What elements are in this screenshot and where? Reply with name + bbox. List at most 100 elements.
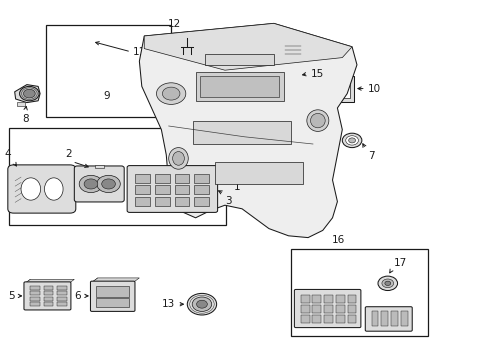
Text: 6: 6 xyxy=(74,291,81,301)
Bar xyxy=(155,174,169,183)
Bar xyxy=(324,315,332,323)
Bar xyxy=(95,165,103,168)
Ellipse shape xyxy=(310,113,325,128)
Bar xyxy=(57,297,66,301)
Bar xyxy=(30,302,40,306)
Bar xyxy=(17,102,25,106)
Bar xyxy=(312,315,321,323)
Bar xyxy=(59,77,72,84)
Bar xyxy=(347,295,356,303)
Bar xyxy=(174,197,189,206)
Ellipse shape xyxy=(306,110,328,131)
Bar xyxy=(30,297,40,301)
Bar xyxy=(57,291,66,295)
Text: 1: 1 xyxy=(234,182,241,192)
Polygon shape xyxy=(295,286,301,327)
Ellipse shape xyxy=(172,152,184,165)
FancyBboxPatch shape xyxy=(282,40,303,60)
Text: 5: 5 xyxy=(8,291,15,301)
FancyBboxPatch shape xyxy=(69,30,122,54)
Bar xyxy=(96,77,109,84)
Polygon shape xyxy=(366,304,371,330)
Ellipse shape xyxy=(44,178,63,200)
Bar xyxy=(155,185,169,194)
Bar xyxy=(43,291,53,295)
Bar xyxy=(300,295,309,303)
Polygon shape xyxy=(139,23,356,238)
Bar xyxy=(381,311,387,326)
Circle shape xyxy=(139,68,160,85)
Bar xyxy=(347,315,356,323)
Bar xyxy=(300,305,309,313)
Bar xyxy=(77,36,114,49)
Polygon shape xyxy=(92,278,98,310)
Circle shape xyxy=(23,89,35,98)
Bar xyxy=(57,286,66,290)
Bar xyxy=(193,121,290,144)
Bar xyxy=(135,185,150,194)
Circle shape xyxy=(97,175,120,193)
Text: 9: 9 xyxy=(103,91,110,101)
Bar xyxy=(43,297,53,301)
Bar xyxy=(119,38,124,47)
FancyBboxPatch shape xyxy=(127,166,217,212)
Bar xyxy=(390,311,397,326)
Text: 14: 14 xyxy=(310,38,323,48)
Text: 10: 10 xyxy=(367,84,381,94)
Bar xyxy=(335,295,344,303)
Bar xyxy=(194,197,208,206)
Circle shape xyxy=(102,179,115,189)
Bar xyxy=(135,174,150,183)
Bar xyxy=(205,54,273,65)
Bar xyxy=(77,68,91,75)
Polygon shape xyxy=(144,23,351,70)
Bar xyxy=(371,311,378,326)
Bar xyxy=(335,305,344,313)
Bar xyxy=(96,286,129,297)
Bar xyxy=(323,76,353,102)
Text: 8: 8 xyxy=(22,114,29,125)
Circle shape xyxy=(342,133,361,148)
Bar xyxy=(335,315,344,323)
Bar xyxy=(135,197,150,206)
Circle shape xyxy=(156,83,185,104)
Bar xyxy=(324,305,332,313)
Circle shape xyxy=(348,138,355,143)
Bar xyxy=(174,185,189,194)
Text: 13: 13 xyxy=(162,299,175,309)
Bar xyxy=(9,128,226,225)
Ellipse shape xyxy=(281,69,298,73)
Text: 2: 2 xyxy=(65,149,72,159)
Circle shape xyxy=(162,87,180,100)
Circle shape xyxy=(192,297,211,311)
Circle shape xyxy=(143,72,155,81)
Bar xyxy=(57,302,66,306)
Polygon shape xyxy=(15,85,40,103)
Circle shape xyxy=(377,276,397,291)
Text: 12: 12 xyxy=(167,19,181,29)
Bar xyxy=(200,76,278,97)
Bar xyxy=(30,291,40,295)
Text: 7: 7 xyxy=(367,151,374,161)
Bar xyxy=(194,185,208,194)
Ellipse shape xyxy=(283,39,302,43)
Text: 11: 11 xyxy=(133,47,146,57)
Text: 17: 17 xyxy=(393,258,406,268)
FancyBboxPatch shape xyxy=(24,282,71,310)
Bar xyxy=(290,249,427,336)
Ellipse shape xyxy=(168,148,188,169)
FancyBboxPatch shape xyxy=(90,281,135,311)
Bar xyxy=(59,68,72,75)
Bar xyxy=(46,25,171,117)
Bar xyxy=(215,162,303,184)
Bar xyxy=(174,174,189,183)
Text: 4: 4 xyxy=(4,149,11,159)
Bar xyxy=(194,174,208,183)
Bar xyxy=(312,295,321,303)
Bar xyxy=(96,298,129,307)
Text: 15: 15 xyxy=(310,69,323,79)
FancyBboxPatch shape xyxy=(365,307,411,331)
Polygon shape xyxy=(295,286,365,291)
Circle shape xyxy=(381,279,393,288)
Bar xyxy=(110,30,115,32)
